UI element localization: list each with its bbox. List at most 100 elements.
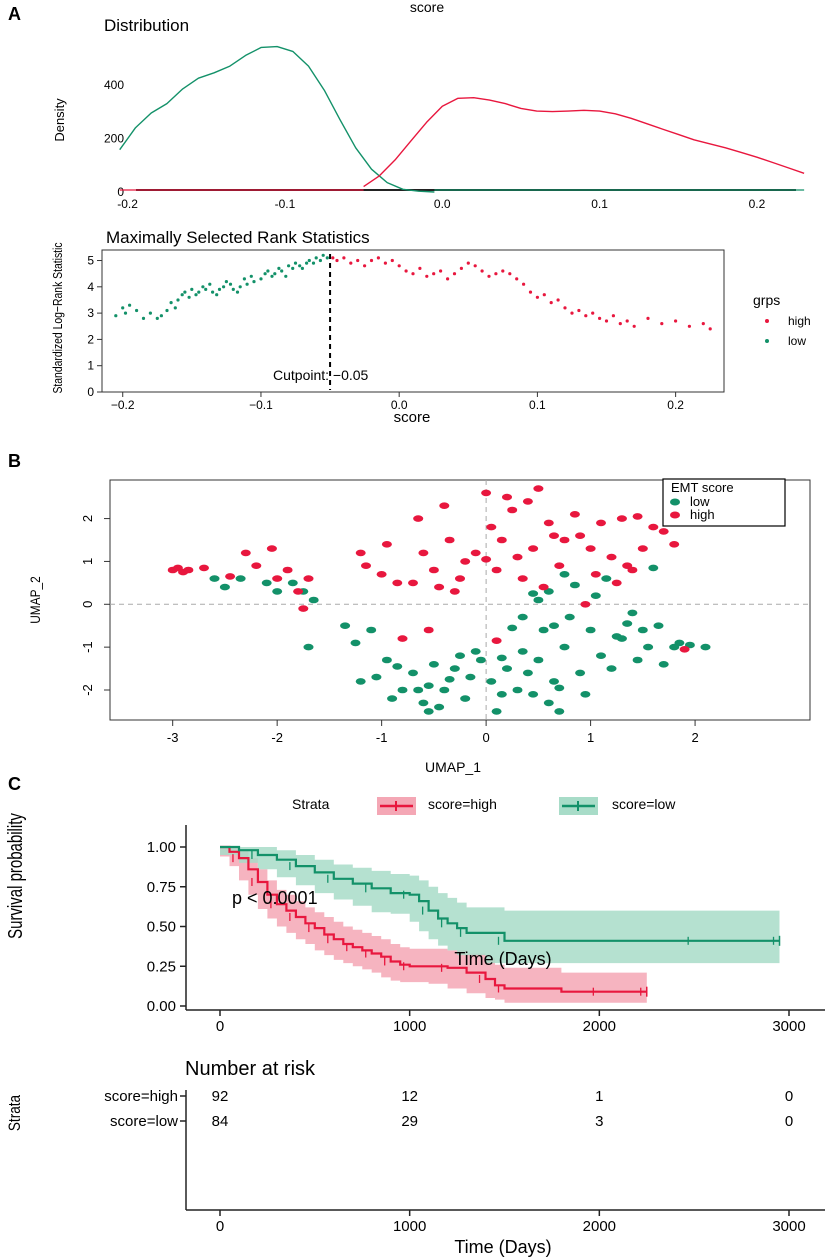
maxstat-point-low bbox=[318, 258, 322, 263]
umap-point-high bbox=[381, 541, 392, 548]
emt-legend-box bbox=[662, 478, 786, 527]
maxstat-point-high bbox=[632, 324, 636, 328]
umap-point-high bbox=[293, 588, 304, 595]
distribution-xtick: 0.1 bbox=[591, 197, 608, 211]
umap-point-low bbox=[596, 652, 606, 659]
maxstat-point-low bbox=[187, 295, 191, 299]
umap-xtick: 0 bbox=[483, 730, 490, 745]
maxstat-point-high bbox=[515, 277, 519, 281]
maxstat-points bbox=[114, 253, 712, 331]
maxstat-point-low bbox=[238, 285, 242, 289]
maxstat-point-low bbox=[293, 261, 298, 265]
maxstat-point-high bbox=[342, 256, 346, 260]
umap-point-low bbox=[648, 564, 659, 572]
maxstat-point-low bbox=[180, 293, 184, 297]
umap-point-high bbox=[481, 556, 492, 563]
maxstat-point-high bbox=[570, 311, 574, 315]
km-plot: Strata score=high score=low 0 1000 2000 300… bbox=[4, 796, 825, 1035]
km-xlabel: Time (Days) bbox=[454, 949, 551, 969]
maxstat-point-high bbox=[404, 269, 408, 273]
maxstat-point-high bbox=[376, 256, 380, 260]
maxstat-point-high bbox=[528, 290, 533, 294]
maxstat-point-high bbox=[542, 293, 546, 297]
maxstat-xtick: 0.1 bbox=[529, 398, 546, 412]
umap-point-low bbox=[423, 682, 434, 689]
km-xtick: 3000 bbox=[772, 1018, 805, 1035]
umap-point-low bbox=[585, 626, 596, 634]
maxstat-point-low bbox=[155, 316, 159, 320]
umap-point-high bbox=[428, 566, 439, 574]
maxstat-point-low bbox=[228, 282, 233, 286]
maxstat-ytick: 1 bbox=[87, 359, 94, 373]
umap-point-high bbox=[444, 536, 455, 544]
umap-point-high bbox=[449, 588, 460, 595]
umap-point-low bbox=[627, 609, 638, 617]
umap-point-low bbox=[366, 626, 377, 634]
panel-label-a: A bbox=[8, 4, 21, 24]
umap-point-high bbox=[679, 646, 690, 653]
maxstat-point-high bbox=[660, 322, 664, 326]
umap-point-high bbox=[199, 564, 209, 572]
risk-rows: score=high 92 12 1 0 score=low 84 29 3 0 bbox=[104, 1088, 793, 1210]
risk-cell: 29 bbox=[401, 1113, 418, 1130]
umap-point-low bbox=[371, 673, 382, 681]
maxstat-point-low bbox=[135, 308, 139, 313]
umap-point-high bbox=[533, 485, 544, 492]
maxstat-point-low bbox=[259, 277, 263, 281]
distribution-lines bbox=[119, 45, 805, 193]
umap-ytick: 1 bbox=[80, 558, 95, 565]
umap-point-high bbox=[611, 579, 622, 587]
umap-point-low bbox=[632, 656, 643, 664]
maxstat-point-low bbox=[176, 298, 180, 302]
umap-xtick: 2 bbox=[691, 730, 698, 745]
umap-point-high bbox=[669, 541, 680, 548]
maxstat-point-high bbox=[611, 314, 616, 318]
maxstat-point-high bbox=[383, 261, 387, 265]
umap-point-low bbox=[512, 686, 523, 694]
maxstat-point-low bbox=[211, 290, 215, 294]
umap-point-high bbox=[569, 511, 580, 518]
umap-point-high bbox=[303, 575, 314, 582]
maxstat-ytick: 2 bbox=[87, 332, 94, 346]
density-ylabel: Density bbox=[52, 98, 67, 142]
distribution-xtick: 0.0 bbox=[434, 197, 451, 211]
maxstat-point-high bbox=[432, 272, 436, 276]
umap-point-low bbox=[528, 691, 539, 698]
maxstat-point-high bbox=[687, 324, 692, 328]
maxstat-point-low bbox=[173, 306, 177, 310]
maxstat-point-high bbox=[598, 316, 602, 320]
maxstat-point-low bbox=[159, 314, 163, 318]
umap-point-high bbox=[502, 493, 512, 501]
risk-cell: 12 bbox=[401, 1088, 418, 1105]
maxstat-point-low bbox=[273, 272, 277, 276]
maxstat-point-high bbox=[577, 308, 581, 313]
emt-legend-title: EMT score bbox=[671, 480, 734, 495]
umap-point-high bbox=[251, 562, 262, 569]
legend-low-dot bbox=[765, 339, 769, 343]
maxstat-point-low bbox=[242, 277, 246, 281]
umap-point-high bbox=[266, 545, 277, 552]
risk-xlabel: Time (Days) bbox=[454, 1237, 551, 1257]
maxstat-xtick: 0.0 bbox=[391, 398, 408, 412]
umap-point-low bbox=[261, 579, 272, 587]
panel-label-c: C bbox=[8, 774, 21, 794]
maxstat-title: Maximally Selected Rank Statistics bbox=[106, 228, 370, 247]
maxstat-point-high bbox=[473, 264, 477, 268]
maxstat-point-low bbox=[148, 311, 152, 315]
umap-point-high bbox=[240, 549, 251, 557]
umap-point-low bbox=[475, 656, 486, 664]
risk-cell: 0 bbox=[785, 1113, 793, 1130]
km-ytick: 1.00 bbox=[147, 839, 176, 856]
maxstat-point-low bbox=[165, 308, 169, 313]
umap-point-low bbox=[606, 665, 617, 672]
umap-point-low bbox=[496, 654, 507, 662]
umap-point-low bbox=[590, 592, 601, 599]
maxstat-point-high bbox=[563, 306, 567, 310]
umap-point-high bbox=[522, 498, 533, 505]
maxstat-point-low bbox=[128, 303, 132, 307]
umap-point-low bbox=[272, 588, 283, 595]
umap-point-high bbox=[392, 579, 403, 587]
umap-point-low bbox=[209, 575, 220, 582]
maxstat-point-low bbox=[222, 285, 226, 289]
umap-point-low bbox=[413, 686, 424, 694]
